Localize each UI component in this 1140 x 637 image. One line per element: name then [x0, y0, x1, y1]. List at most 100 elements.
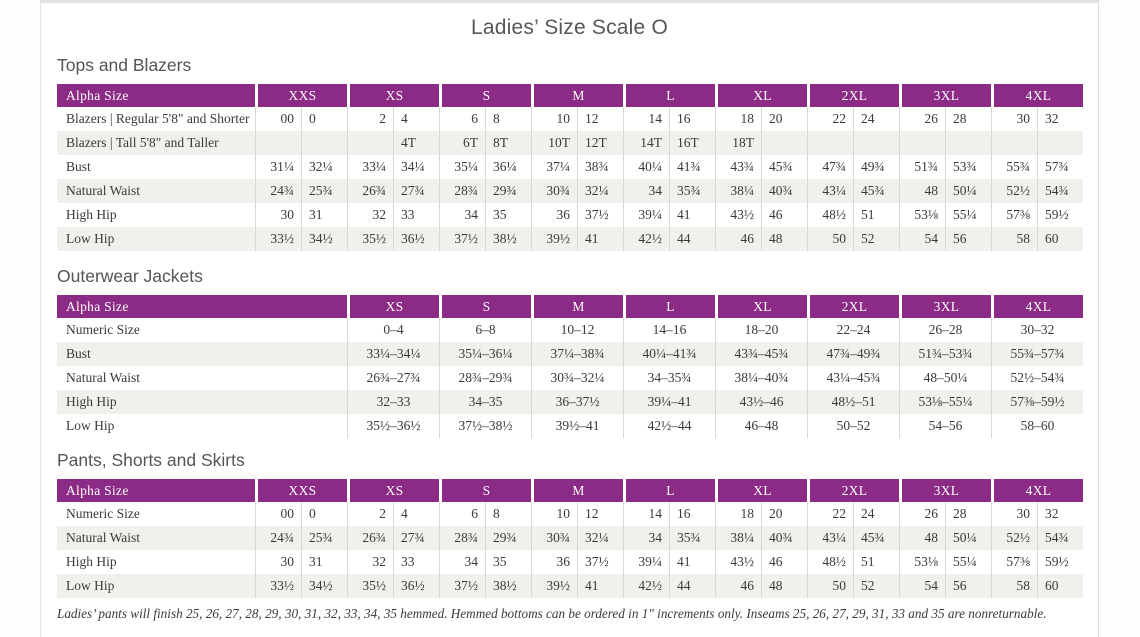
table-cell: 46 [761, 550, 807, 574]
table-cell: 48 [899, 179, 945, 203]
section-pants-shorts-skirts: Pants, Shorts and Skirts Alpha Size XXS XS… [57, 450, 1086, 598]
table-cell: 2 [347, 107, 393, 131]
table-cell [1037, 131, 1083, 155]
table-cell: 22 [807, 502, 853, 526]
corner-header: Alpha Size [57, 479, 255, 502]
table-cell: 29¾ [485, 179, 531, 203]
table-cell: 29¾ [485, 526, 531, 550]
table-cell: 34 [439, 550, 485, 574]
table-cell: 30¾–32¼ [531, 366, 623, 390]
table-cell: 54–56 [899, 414, 991, 438]
table-cell: 46 [715, 227, 761, 251]
table-cell: 50 [807, 227, 853, 251]
table-cell: 35¾ [669, 179, 715, 203]
table-cell: 6 [439, 502, 485, 526]
table-cell: 57⅜–59½ [991, 390, 1083, 414]
table-cell: 54 [899, 227, 945, 251]
table-cell: 14 [623, 502, 669, 526]
table-cell: 50 [807, 574, 853, 598]
table-cell: 52 [853, 227, 899, 251]
table-cell: 4 [393, 107, 439, 131]
table-cell: 48½ [807, 550, 853, 574]
table-cell: 42½ [623, 574, 669, 598]
table-row: Low Hip 33½ 34½ 35½ 36½ 37½ 38½ 39½ 41 42½ 44 46 48 5… [57, 227, 1083, 251]
table-cell [853, 131, 899, 155]
table-cell: 46 [715, 574, 761, 598]
column-header-3xl: 3XL [899, 295, 991, 318]
table-cell: 42½–44 [623, 414, 715, 438]
table-cell: 36 [531, 550, 577, 574]
table-cell: 14T [623, 131, 669, 155]
column-header-3xl: 3XL [899, 84, 991, 107]
column-header-s: S [439, 295, 531, 318]
table-cell: 54¾ [1037, 179, 1083, 203]
table-cell: 43¾–45¾ [715, 342, 807, 366]
table-cell: 12 [577, 107, 623, 131]
table-cell: 16 [669, 502, 715, 526]
table-cell: 51 [853, 550, 899, 574]
table-cell: 39¼ [623, 550, 669, 574]
row-label: Natural Waist [57, 179, 255, 203]
table-cell: 16 [669, 107, 715, 131]
table-cell: 48½–51 [807, 390, 899, 414]
table-cell: 12T [577, 131, 623, 155]
table-cell: 55¾ [991, 155, 1037, 179]
table-cell: 60 [1037, 574, 1083, 598]
table-cell: 50¼ [945, 179, 991, 203]
table-cell: 57¾ [1037, 155, 1083, 179]
document-page: Ladies’ Size Scale O Tops and Blazers Al… [40, 0, 1099, 637]
table-cell: 34 [439, 203, 485, 227]
column-header-4xl: 4XL [991, 295, 1083, 318]
size-table-outerwear-jackets: Alpha Size XS S M L XL 2XL 3XL 4XL Numeric Size 0–… [57, 295, 1083, 438]
table-row: Natural Waist 24¾ 25¾ 26¾ 27¾ 28¾ 29¾ 30¾ 32¼ 34 3… [57, 526, 1083, 550]
table-cell: 28¾ [439, 526, 485, 550]
table-cell: 43½ [715, 203, 761, 227]
table-cell: 56 [945, 574, 991, 598]
table-cell: 42½ [623, 227, 669, 251]
table-cell: 45¾ [853, 526, 899, 550]
table-cell: 55¾–57¾ [991, 342, 1083, 366]
table-cell: 10 [531, 107, 577, 131]
table-cell: 28 [945, 107, 991, 131]
table-cell: 37½ [577, 550, 623, 574]
table-cell: 60 [1037, 227, 1083, 251]
table-cell: 20 [761, 107, 807, 131]
column-header-xs: XS [347, 479, 439, 502]
column-header-xs: XS [347, 84, 439, 107]
table-row: Numeric Size 0–4 6–8 10–12 14–16 18–20 22–24 26… [57, 318, 1083, 342]
table-cell: 30 [255, 550, 301, 574]
table-cell: 33 [393, 203, 439, 227]
table-cell: 50–52 [807, 414, 899, 438]
table-cell: 55¼ [945, 203, 991, 227]
row-label: Numeric Size [57, 502, 255, 526]
table-cell: 56 [945, 227, 991, 251]
column-header-m: M [531, 84, 623, 107]
table-cell: 41 [669, 203, 715, 227]
table-cell: 37½ [439, 227, 485, 251]
column-header-l: L [623, 295, 715, 318]
table-cell: 32¼ [577, 179, 623, 203]
column-header-xl: XL [715, 479, 807, 502]
table-cell: 28 [945, 502, 991, 526]
table-cell: 30¾ [531, 526, 577, 550]
table-cell: 53¾ [945, 155, 991, 179]
table-cell: 52½–54¾ [991, 366, 1083, 390]
table-cell: 48 [761, 227, 807, 251]
table-cell: 4T [393, 131, 439, 155]
table-cell: 37¼–38¾ [531, 342, 623, 366]
table-cell: 20 [761, 502, 807, 526]
table-cell: 0–4 [347, 318, 439, 342]
table-cell: 57⅜ [991, 550, 1037, 574]
table-cell: 48½ [807, 203, 853, 227]
table-cell: 26¾–27¾ [347, 366, 439, 390]
row-label: Natural Waist [57, 366, 347, 390]
table-cell: 46 [761, 203, 807, 227]
table-cell: 0 [301, 107, 347, 131]
row-label: Low Hip [57, 414, 347, 438]
table-row: Blazers | Tall 5'8" and Taller 4T 6T 8T 10T 1… [57, 131, 1083, 155]
table-cell [899, 131, 945, 155]
table-cell: 41¾ [669, 155, 715, 179]
column-header-2xl: 2XL [807, 479, 899, 502]
table-cell: 25¾ [301, 179, 347, 203]
table-cell: 59½ [1037, 203, 1083, 227]
